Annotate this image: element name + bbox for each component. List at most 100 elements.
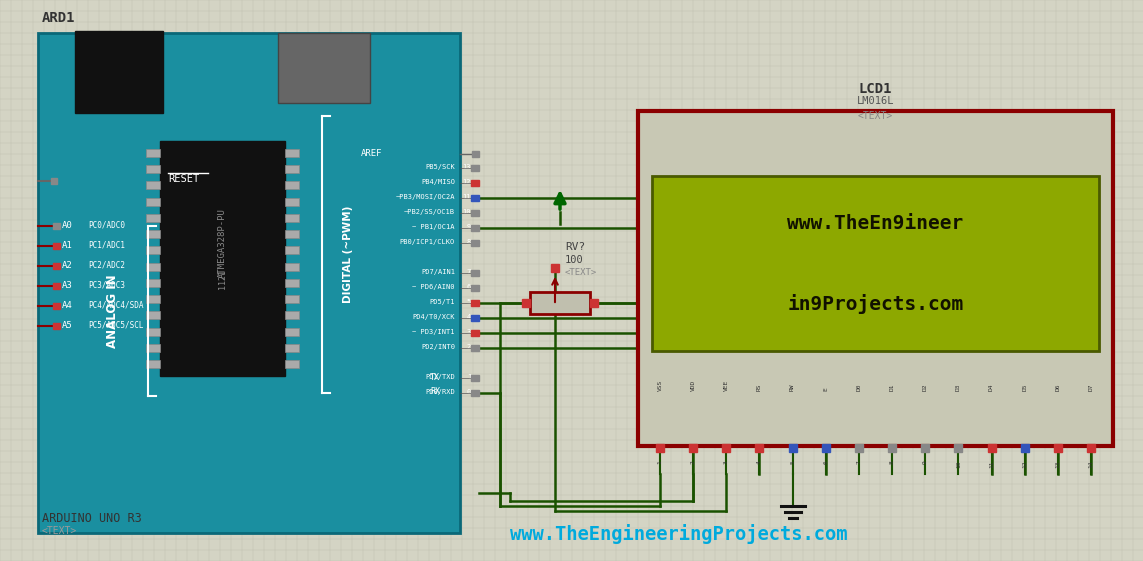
Bar [689, 444, 697, 452]
Text: D7: D7 [1088, 384, 1094, 391]
Bar [471, 225, 479, 231]
Text: <TEXT>: <TEXT> [565, 268, 598, 277]
Bar [530, 292, 590, 314]
Text: PC1/ADC1: PC1/ADC1 [88, 241, 125, 250]
Text: 0: 0 [466, 389, 471, 395]
Bar [471, 180, 479, 186]
Bar [146, 214, 160, 222]
Text: 4: 4 [466, 314, 471, 320]
Bar [285, 295, 299, 303]
Text: RW: RW [790, 384, 796, 391]
Bar [146, 230, 160, 238]
Text: 4: 4 [757, 460, 762, 464]
Text: www.TheEngineeringProjects.com: www.TheEngineeringProjects.com [510, 524, 847, 544]
Bar [652, 176, 1100, 351]
Text: <TEXT>: <TEXT> [858, 111, 893, 121]
Text: 7: 7 [856, 460, 862, 464]
Bar [285, 246, 299, 254]
Text: D4: D4 [989, 384, 994, 391]
Text: PC2/ADC2: PC2/ADC2 [88, 260, 125, 269]
Bar [471, 165, 479, 171]
Text: A1: A1 [62, 241, 73, 250]
Bar [146, 149, 160, 157]
Bar [146, 165, 160, 173]
Bar [285, 328, 299, 335]
Text: PC4/ADC4/SDA: PC4/ADC4/SDA [88, 301, 144, 310]
Text: VSS: VSS [657, 380, 663, 391]
Bar [285, 165, 299, 173]
Text: A3: A3 [62, 280, 73, 289]
Text: D6: D6 [1055, 384, 1061, 391]
Bar [471, 390, 479, 396]
Bar [53, 263, 59, 269]
Bar [722, 444, 730, 452]
Text: 100: 100 [565, 255, 584, 265]
Bar [888, 444, 896, 452]
Bar [1021, 444, 1029, 452]
Text: ~PB3/MOSI/OC2A: ~PB3/MOSI/OC2A [395, 194, 455, 200]
Text: 1: 1 [657, 460, 663, 464]
Text: 1121: 1121 [218, 269, 227, 288]
Text: RV?: RV? [565, 242, 585, 252]
Bar [146, 263, 160, 270]
Text: ~ PD3/INT1: ~ PD3/INT1 [413, 329, 455, 335]
Bar [146, 360, 160, 368]
Text: ~PB2/SS/OC1B: ~PB2/SS/OC1B [403, 209, 455, 215]
Bar [471, 330, 479, 336]
Text: 10: 10 [463, 209, 471, 215]
Text: A4: A4 [62, 301, 73, 310]
Text: ~ PD6/AIN0: ~ PD6/AIN0 [413, 284, 455, 290]
Bar [285, 197, 299, 206]
Text: 9: 9 [922, 460, 928, 464]
Text: ~ PB1/OC1A: ~ PB1/OC1A [413, 224, 455, 230]
Text: PC3/ADC3: PC3/ADC3 [88, 280, 125, 289]
Text: PB5/SCK: PB5/SCK [425, 164, 455, 170]
Bar [1054, 444, 1062, 452]
Text: D3: D3 [956, 384, 961, 391]
Text: LM016L: LM016L [857, 96, 894, 106]
Text: D5: D5 [1022, 384, 1028, 391]
Bar [656, 444, 664, 452]
Bar [278, 33, 370, 103]
Text: PD7/AIN1: PD7/AIN1 [421, 269, 455, 275]
Bar [285, 344, 299, 352]
Text: www.TheEn9ineer: www.TheEn9ineer [788, 214, 964, 233]
Text: TX: TX [430, 373, 440, 381]
Bar [988, 444, 996, 452]
Bar [38, 33, 459, 533]
Text: PD1/TXD: PD1/TXD [425, 374, 455, 380]
Text: DIGITAL (~PWM): DIGITAL (~PWM) [343, 206, 353, 303]
Bar [472, 151, 479, 157]
Text: PB0/ICP1/CLKO: PB0/ICP1/CLKO [400, 239, 455, 245]
Bar [146, 328, 160, 335]
Bar [146, 246, 160, 254]
Bar [471, 345, 479, 351]
Text: PD5/T1: PD5/T1 [430, 299, 455, 305]
Text: PD2/INT0: PD2/INT0 [421, 344, 455, 350]
Text: 3: 3 [466, 329, 471, 335]
Bar [590, 299, 598, 307]
Text: PC5/ADC5/SCL: PC5/ADC5/SCL [88, 320, 144, 329]
Text: 12: 12 [1022, 460, 1028, 467]
Text: PB4/MISO: PB4/MISO [421, 179, 455, 185]
Text: ARD1: ARD1 [42, 11, 75, 25]
Bar [471, 315, 479, 321]
Text: 12: 12 [463, 179, 471, 185]
Text: 7: 7 [466, 269, 471, 275]
Bar [53, 303, 59, 309]
Text: D2: D2 [922, 384, 928, 391]
Text: 10: 10 [956, 460, 961, 467]
Text: D0: D0 [856, 384, 862, 391]
Text: ATMEGA328P-PU: ATMEGA328P-PU [218, 209, 227, 278]
Text: 8: 8 [466, 239, 471, 245]
Bar [160, 141, 285, 376]
Text: 2: 2 [690, 460, 696, 464]
Text: in9Projects.com: in9Projects.com [788, 294, 964, 314]
Bar [1087, 444, 1095, 452]
Text: PD4/T0/XCK: PD4/T0/XCK [413, 314, 455, 320]
Bar [471, 210, 479, 216]
Bar [146, 279, 160, 287]
Text: 13: 13 [1055, 460, 1061, 467]
Bar [822, 444, 830, 452]
Bar [285, 149, 299, 157]
